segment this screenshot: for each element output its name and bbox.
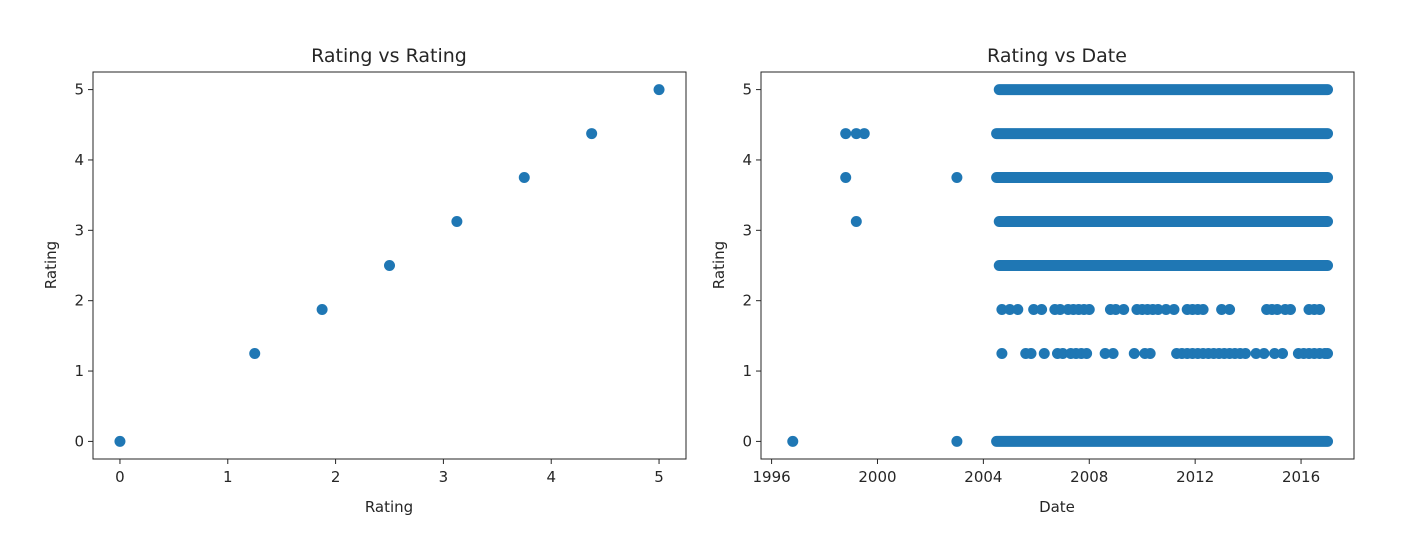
data-point — [1028, 303, 1040, 315]
chart-right-y-tick-label: 4 — [742, 151, 752, 169]
chart-left-x-tick-label: 4 — [546, 468, 556, 486]
data-point — [1250, 347, 1262, 359]
data-point — [1038, 347, 1050, 359]
data-point — [1160, 303, 1172, 315]
data-point — [1284, 303, 1296, 315]
data-point — [840, 128, 852, 140]
data-point — [384, 260, 395, 271]
data-point — [1152, 303, 1164, 315]
data-point — [316, 303, 328, 315]
chart-left: Rating vs Rating 0 1 2 3 4 5 0 1 2 3 4 5 Rating Ra… — [42, 45, 687, 516]
chart-left-title: Rating vs Rating — [311, 45, 467, 67]
data-point — [451, 216, 463, 228]
chart-left-x-axis-label: Rating — [365, 498, 413, 516]
data-point — [1128, 347, 1140, 359]
data-point — [858, 128, 870, 140]
chart-left-y-tick-label: 0 — [74, 432, 84, 450]
chart-right-y-axis: 0 1 2 3 4 5 — [742, 81, 761, 450]
chart-left-x-axis: 0 1 2 3 4 5 — [115, 459, 664, 486]
data-point — [1239, 347, 1251, 359]
chart-left-y-axis: 0 1 2 3 4 5 — [74, 81, 93, 450]
chart-right-x-axis: 1996 2000 2004 2008 2012 2016 — [752, 459, 1320, 486]
chart-right-x-tick-label: 2012 — [1176, 468, 1214, 486]
chart-right-title: Rating vs Date — [987, 45, 1127, 67]
data-point — [1036, 303, 1048, 315]
data-point — [840, 172, 852, 184]
chart-right-y-tick-label: 3 — [742, 221, 752, 239]
data-point — [1197, 303, 1209, 315]
data-point — [951, 435, 963, 447]
chart-left-x-tick-label: 5 — [654, 468, 664, 486]
chart-right-x-tick-label: 1996 — [752, 468, 790, 486]
data-point — [1271, 303, 1283, 315]
chart-left-y-tick-label: 1 — [74, 362, 84, 380]
data-point — [1224, 303, 1236, 315]
data-point — [1277, 347, 1289, 359]
data-point — [1012, 303, 1024, 315]
chart-right-points — [787, 84, 1334, 447]
data-point — [1118, 303, 1130, 315]
chart-right-y-tick-label: 0 — [742, 432, 752, 450]
chart-right-y-tick-label: 2 — [742, 292, 752, 310]
chart-right-y-axis-label: Rating — [710, 241, 728, 289]
data-point — [787, 435, 799, 447]
data-point — [1258, 347, 1270, 359]
chart-right-y-tick-label: 1 — [742, 362, 752, 380]
data-point — [1144, 347, 1156, 359]
chart-right-y-tick-label: 5 — [742, 81, 752, 99]
data-point — [1099, 347, 1111, 359]
data-point — [850, 128, 862, 140]
chart-left-frame — [92, 71, 687, 460]
data-point — [1110, 303, 1122, 315]
data-point — [996, 347, 1008, 359]
data-point — [1107, 347, 1119, 359]
chart-right-frame — [760, 71, 1355, 460]
data-point — [996, 303, 1008, 315]
chart-left-y-tick-label: 5 — [74, 81, 84, 99]
chart-right-x-tick-label: 2004 — [964, 468, 1002, 486]
chart-left-points — [114, 84, 665, 447]
data-point — [518, 172, 530, 184]
data-point — [249, 347, 261, 359]
data-point — [1081, 347, 1093, 359]
chart-left-y-tick-label: 2 — [74, 292, 84, 310]
chart-left-y-axis-label: Rating — [42, 241, 60, 289]
chart-left-y-tick-label: 4 — [74, 151, 84, 169]
data-point — [1004, 303, 1016, 315]
chart-right-x-tick-label: 2008 — [1070, 468, 1108, 486]
chart-left-x-tick-label: 3 — [439, 468, 449, 486]
data-point — [1025, 347, 1037, 359]
chart-left-y-tick-label: 3 — [74, 221, 84, 239]
chart-left-x-tick-label: 2 — [331, 468, 341, 486]
chart-left-x-tick-label: 0 — [115, 468, 125, 486]
data-point — [114, 435, 126, 447]
data-point — [586, 128, 598, 140]
data-point — [1083, 303, 1095, 315]
chart-right-x-tick-label: 2000 — [858, 468, 896, 486]
data-point — [1168, 303, 1180, 315]
data-point — [1054, 303, 1066, 315]
data-point — [951, 172, 963, 184]
chart-right-x-axis-label: Date — [1039, 498, 1075, 516]
chart-left-x-tick-label: 1 — [223, 468, 233, 486]
chart-right-x-tick-label: 2016 — [1282, 468, 1320, 486]
chart-right: Rating vs Date 1996 2000 2004 2008 2012 2016 … — [710, 45, 1355, 516]
data-point — [850, 216, 862, 228]
data-point — [1314, 303, 1326, 315]
data-point — [1057, 347, 1069, 359]
data-point — [1216, 303, 1228, 315]
data-point — [653, 84, 665, 96]
data-point — [1269, 347, 1281, 359]
data-point — [1322, 347, 1334, 359]
